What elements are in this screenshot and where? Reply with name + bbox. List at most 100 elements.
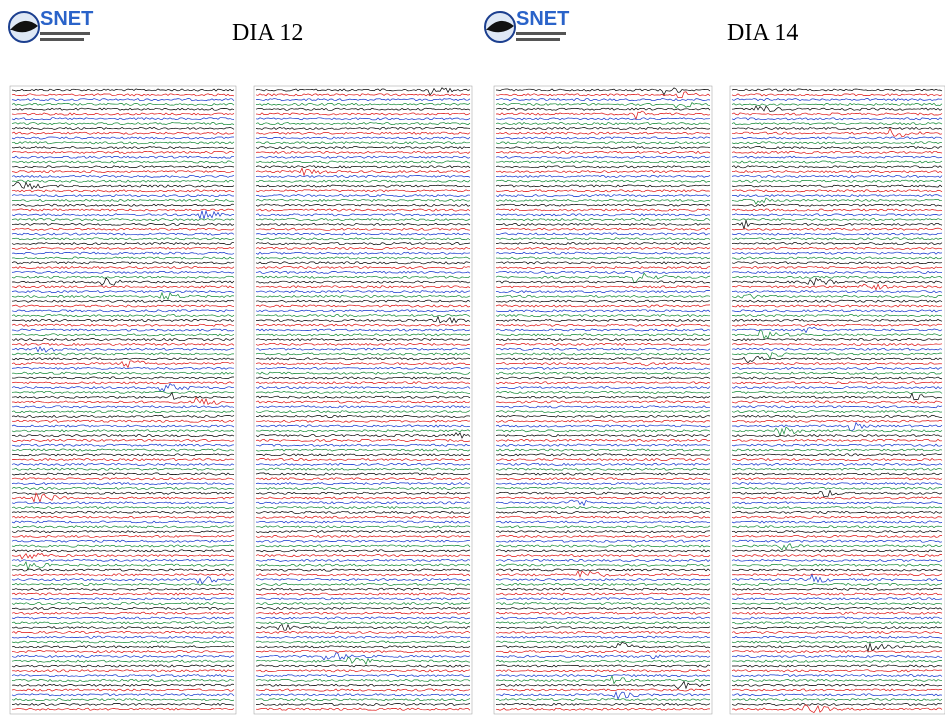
trace bbox=[255, 491, 471, 495]
trace bbox=[11, 659, 235, 663]
trace bbox=[255, 568, 471, 572]
trace bbox=[255, 563, 471, 567]
trace bbox=[731, 467, 943, 471]
trace bbox=[731, 150, 943, 154]
trace bbox=[495, 525, 711, 529]
trace bbox=[255, 650, 471, 654]
trace bbox=[495, 530, 710, 534]
trace bbox=[11, 383, 235, 392]
trace bbox=[495, 333, 711, 337]
trace bbox=[496, 357, 711, 361]
trace bbox=[255, 381, 471, 385]
trace bbox=[255, 280, 471, 284]
trace bbox=[731, 160, 943, 164]
trace bbox=[11, 232, 235, 236]
trace bbox=[732, 256, 943, 260]
trace bbox=[11, 525, 235, 529]
panel: SNET DIA 12 bbox=[8, 8, 303, 46]
trace bbox=[255, 150, 471, 154]
trace bbox=[495, 515, 711, 519]
trace bbox=[731, 616, 943, 620]
trace bbox=[11, 112, 235, 116]
trace bbox=[255, 400, 471, 404]
trace bbox=[255, 242, 471, 246]
logo-caption bbox=[516, 32, 566, 35]
trace bbox=[495, 342, 711, 347]
trace bbox=[11, 520, 235, 524]
trace bbox=[11, 501, 235, 505]
trace bbox=[255, 342, 471, 346]
trace bbox=[11, 558, 235, 562]
trace bbox=[495, 179, 711, 183]
trace bbox=[731, 597, 943, 601]
trace bbox=[11, 98, 235, 102]
trace bbox=[495, 261, 711, 265]
trace bbox=[11, 299, 235, 303]
trace bbox=[495, 570, 711, 578]
trace bbox=[11, 458, 235, 462]
trace bbox=[731, 462, 943, 466]
trace bbox=[255, 314, 471, 318]
trace bbox=[495, 352, 711, 356]
panel-title: DIA 12 bbox=[232, 20, 303, 46]
trace bbox=[11, 222, 235, 226]
trace bbox=[731, 366, 943, 370]
trace-frame bbox=[493, 85, 713, 715]
trace bbox=[495, 390, 711, 394]
trace bbox=[732, 664, 943, 668]
trace bbox=[255, 122, 471, 126]
trace bbox=[255, 429, 471, 433]
trace bbox=[731, 457, 943, 462]
trace bbox=[731, 592, 943, 596]
trace bbox=[495, 587, 711, 591]
trace bbox=[255, 208, 471, 212]
trace bbox=[495, 87, 711, 96]
trace bbox=[731, 606, 943, 610]
trace bbox=[255, 323, 471, 327]
trace bbox=[731, 489, 943, 498]
trace bbox=[255, 683, 471, 687]
trace bbox=[731, 534, 943, 538]
trace bbox=[255, 98, 471, 102]
trace bbox=[731, 355, 943, 364]
trace bbox=[11, 592, 235, 596]
trace bbox=[731, 246, 943, 250]
trace bbox=[255, 693, 471, 697]
trace bbox=[495, 395, 711, 399]
trace bbox=[11, 549, 235, 553]
trace bbox=[731, 112, 943, 116]
trace bbox=[731, 543, 943, 551]
trace bbox=[731, 299, 943, 303]
trace bbox=[255, 390, 471, 394]
trace bbox=[731, 419, 943, 423]
trace bbox=[495, 184, 711, 188]
trace bbox=[255, 472, 471, 476]
logo-text: SNET bbox=[516, 8, 569, 30]
trace bbox=[731, 227, 943, 231]
trace bbox=[11, 189, 234, 193]
trace bbox=[495, 189, 711, 193]
trace bbox=[495, 366, 711, 370]
trace bbox=[495, 491, 711, 495]
trace bbox=[731, 146, 943, 150]
trace bbox=[255, 371, 471, 375]
trace bbox=[11, 491, 235, 495]
trace bbox=[255, 462, 471, 466]
trace bbox=[11, 318, 235, 322]
trace bbox=[255, 669, 471, 673]
trace bbox=[731, 314, 943, 318]
trace bbox=[731, 472, 943, 476]
trace bbox=[731, 93, 943, 97]
trace-frame bbox=[729, 85, 945, 715]
trace bbox=[495, 568, 711, 572]
trace bbox=[495, 419, 711, 423]
trace bbox=[11, 102, 235, 106]
trace bbox=[255, 107, 471, 111]
trace bbox=[255, 443, 471, 447]
trace bbox=[12, 467, 235, 471]
trace bbox=[495, 304, 711, 308]
trace bbox=[11, 630, 235, 634]
trace bbox=[731, 453, 943, 457]
trace bbox=[11, 179, 235, 183]
trace bbox=[495, 539, 711, 543]
